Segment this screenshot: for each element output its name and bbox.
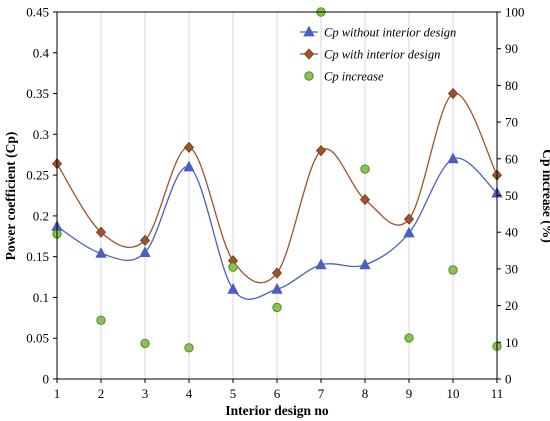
- data-point: [315, 258, 327, 270]
- y-tick-label: 0.35: [26, 86, 49, 101]
- data-point: [140, 338, 150, 349]
- x-tick-label: 11: [491, 386, 504, 401]
- y-tick-label: 0.4: [33, 45, 50, 60]
- data-point: [139, 246, 151, 257]
- series-markers: [51, 7, 503, 353]
- y2-tick-labels: 0 10 20 30 40 50 60 70 80 90 100: [505, 5, 525, 387]
- x-tick-labels: 1 2 3 4 5 6 7 8 9 10 11: [54, 386, 504, 401]
- data-point: [96, 315, 106, 325]
- data-point: [227, 282, 239, 294]
- x-tick-label: 8: [362, 386, 369, 401]
- y2-tick-label: 30: [505, 261, 518, 276]
- x-tick-label: 3: [142, 386, 149, 401]
- y2-tick-label: 50: [505, 188, 518, 203]
- data-point: [403, 213, 415, 225]
- data-point: [448, 265, 458, 275]
- legend: Cp without interior design Cp with interi…: [300, 26, 456, 84]
- y-tick-label: 0: [43, 372, 50, 387]
- legend-marker: [303, 25, 315, 37]
- data-point: [315, 145, 327, 157]
- x-tick-label: 4: [186, 386, 193, 401]
- data-point: [139, 234, 151, 246]
- y2-tick-label: 20: [505, 298, 518, 313]
- legend-label: Cp increase: [324, 70, 384, 84]
- data-point: [447, 87, 459, 100]
- y2-tick-label: 0: [505, 372, 512, 387]
- x-axis-title: Interior design no: [225, 403, 329, 418]
- x-tick-label: 10: [447, 386, 460, 401]
- legend-marker: [304, 71, 314, 81]
- x-tick-label: 9: [406, 386, 413, 401]
- data-point: [359, 258, 371, 270]
- y2-tick-label: 80: [505, 78, 518, 93]
- y2-tick-label: 100: [505, 5, 525, 20]
- data-point: [183, 141, 195, 153]
- y-tick-label: 0.05: [26, 331, 49, 346]
- legend-label: Cp without interior design: [324, 26, 456, 40]
- y-tick-label: 0.1: [33, 290, 49, 305]
- data-point: [359, 193, 371, 206]
- y-tick-label: 0.2: [33, 208, 49, 223]
- data-point: [447, 152, 459, 164]
- legend-label: Cp with interior design: [324, 48, 440, 62]
- y2-tick-label: 70: [505, 115, 518, 130]
- y-tick-label: 0.25: [26, 168, 49, 183]
- y2-tick-label: 10: [505, 335, 518, 350]
- y2-axis-title: Cp increase (%): [540, 149, 550, 243]
- data-point: [184, 343, 194, 353]
- x-tick-label: 6: [274, 386, 281, 401]
- y2-tick-label: 90: [505, 41, 518, 56]
- data-point: [360, 164, 370, 174]
- data-point: [95, 226, 107, 238]
- data-point: [271, 267, 283, 279]
- y-axis-title: Power coefficient (Cp): [3, 132, 18, 261]
- y-tick-labels: 0 0.05 0.1 0.15 0.2 0.25 0.3 0.35 0.4 0.45: [26, 5, 49, 387]
- y-tick-label: 0.3: [33, 127, 49, 142]
- data-point: [404, 333, 414, 343]
- data-point: [271, 282, 283, 294]
- data-point: [272, 302, 282, 313]
- y2-tick-label: 60: [505, 151, 518, 166]
- x-tick-label: 7: [318, 386, 325, 401]
- data-point: [403, 226, 415, 238]
- x-tick-label: 5: [230, 386, 237, 401]
- y-tick-label: 0.45: [26, 5, 49, 20]
- data-point: [95, 247, 107, 258]
- data-point: [183, 160, 195, 172]
- y2-tick-label: 40: [505, 225, 518, 240]
- data-point: [228, 262, 238, 272]
- y-tick-label: 0.15: [26, 249, 49, 264]
- x-tick-label: 2: [98, 386, 105, 401]
- axis-ticks: [53, 11, 501, 383]
- x-tick-label: 1: [54, 386, 61, 401]
- legend-marker: [303, 48, 315, 60]
